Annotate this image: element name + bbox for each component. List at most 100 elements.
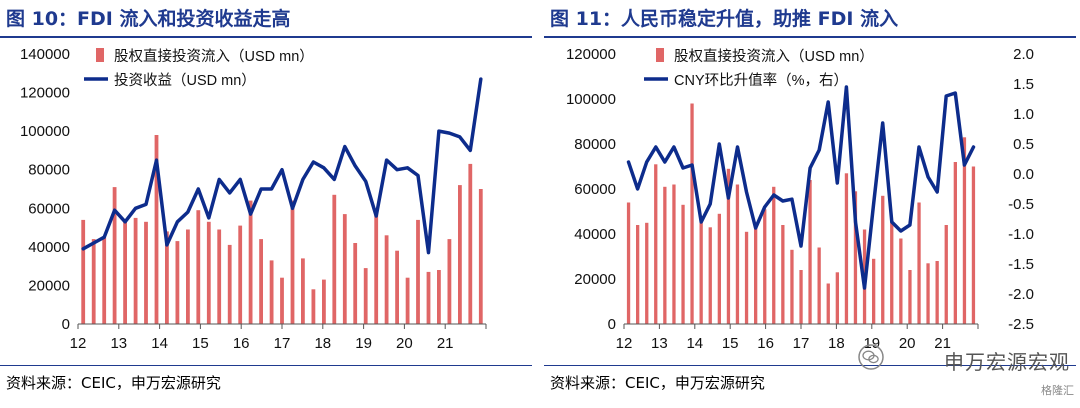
bar: [681, 204, 685, 325]
bar: [154, 135, 159, 324]
y-tick-label: 100000: [20, 123, 70, 140]
bar: [280, 277, 284, 324]
wechat-icon: [858, 344, 884, 370]
bar: [754, 225, 758, 324]
bar: [322, 279, 326, 324]
bar: [899, 238, 903, 324]
legend-label-bar: 股权直接投资流入（USD mn）: [674, 48, 874, 65]
x-tick-label: 18: [828, 335, 845, 352]
y2-tick-label: 0.0: [1013, 166, 1034, 183]
bar: [690, 103, 694, 324]
bar: [206, 221, 211, 324]
bar: [447, 239, 452, 324]
bar: [844, 173, 849, 325]
bar: [944, 225, 948, 324]
x-tick-label: 20: [396, 335, 413, 352]
bar: [917, 202, 921, 324]
x-tick-label: 18: [314, 335, 331, 352]
y-tick-label: 100000: [566, 91, 616, 108]
watermark-site: 格隆汇: [1041, 384, 1074, 397]
bar: [102, 237, 107, 324]
bar: [663, 186, 667, 325]
chart-fdi-and-cny-appreciation: 0 20000 40000 60000 80000 100000 120000 2.0 1.5 1…: [566, 46, 1034, 352]
legend-swatch-bar: [656, 48, 664, 62]
bar: [926, 263, 930, 325]
bar: [881, 195, 885, 325]
bar: [962, 137, 967, 325]
y2-tick-label: 1.0: [1013, 106, 1034, 123]
bar: [645, 222, 649, 325]
y2-tick-label: -2.5: [1008, 316, 1034, 333]
y-tick-label: 0: [62, 316, 70, 333]
bar: [81, 219, 86, 324]
legend-label-line: 投资收益（USD mn）: [114, 72, 256, 89]
bar: [835, 272, 839, 325]
bar: [708, 227, 712, 325]
bar: [826, 283, 830, 324]
bar: [426, 271, 431, 324]
x-tick-label: 14: [686, 335, 703, 352]
bar: [227, 244, 232, 324]
legend-label-bar: 股权直接投资流入（USD mn）: [114, 48, 314, 65]
bar: [971, 166, 976, 324]
bar: [672, 184, 676, 324]
x-tick-label: 12: [70, 335, 87, 352]
bar: [908, 270, 912, 324]
bar: [817, 247, 821, 324]
bar: [91, 239, 96, 324]
bar: [744, 231, 749, 325]
bar: [332, 194, 337, 324]
y-tick-label: 60000: [28, 200, 70, 217]
title-rule: [0, 36, 532, 38]
x-tick-label: 15: [192, 335, 209, 352]
bar: [301, 258, 305, 324]
bar: [238, 225, 243, 324]
bar: [699, 216, 703, 324]
bar: [395, 250, 399, 324]
bar: [175, 241, 180, 324]
x-tick-label: 19: [355, 335, 372, 352]
y2-tick-label: -0.5: [1008, 196, 1034, 213]
y2-tick-label: -1.0: [1008, 226, 1034, 243]
series-line: [81, 77, 483, 255]
x-tick-label: 17: [274, 335, 291, 352]
source-note: 资料来源：CEIC，申万宏源研究: [550, 374, 765, 392]
x-tick-label: 15: [722, 335, 739, 352]
bar: [290, 200, 295, 324]
bar: [781, 225, 785, 324]
bar: [953, 162, 957, 324]
series-line: [626, 85, 976, 290]
x-tick-label: 21: [934, 335, 951, 352]
bar: [363, 268, 368, 324]
title-rule: [544, 36, 1076, 38]
x-tick-label: 20: [899, 335, 916, 352]
bar: [763, 209, 767, 325]
y2-tick-label: -1.5: [1008, 256, 1034, 273]
bar: [384, 235, 389, 324]
bar: [311, 289, 316, 324]
bar: [654, 164, 658, 325]
chart-title: 图 10：FDI 流入和投资收益走高: [6, 8, 291, 30]
bar: [468, 163, 473, 324]
y-tick-label: 140000: [20, 46, 70, 63]
bottom-rule: [0, 365, 532, 366]
y2-tick-label: 1.5: [1013, 76, 1034, 93]
legend-label-line: CNY环比升值率（%，右）: [674, 72, 848, 89]
bar: [259, 239, 263, 324]
bar: [186, 229, 190, 324]
bar: [458, 185, 462, 324]
bar: [133, 217, 138, 324]
bar: [123, 219, 127, 324]
bar: [808, 180, 812, 324]
bar: [248, 200, 253, 324]
chart-panel-fdi-cny: 图 11：人民币稳定升值，助推 FDI 流入 0 20000 40000 60000 8…: [544, 0, 1080, 408]
bar: [478, 189, 483, 324]
legend-swatch-bar: [96, 48, 104, 62]
y-tick-label: 80000: [574, 136, 616, 153]
bar: [626, 202, 631, 324]
y-tick-label: 20000: [574, 271, 616, 288]
x-tick-label: 14: [151, 335, 168, 352]
y-tick-label: 0: [608, 316, 616, 333]
bar: [872, 258, 876, 325]
bar: [890, 220, 894, 324]
